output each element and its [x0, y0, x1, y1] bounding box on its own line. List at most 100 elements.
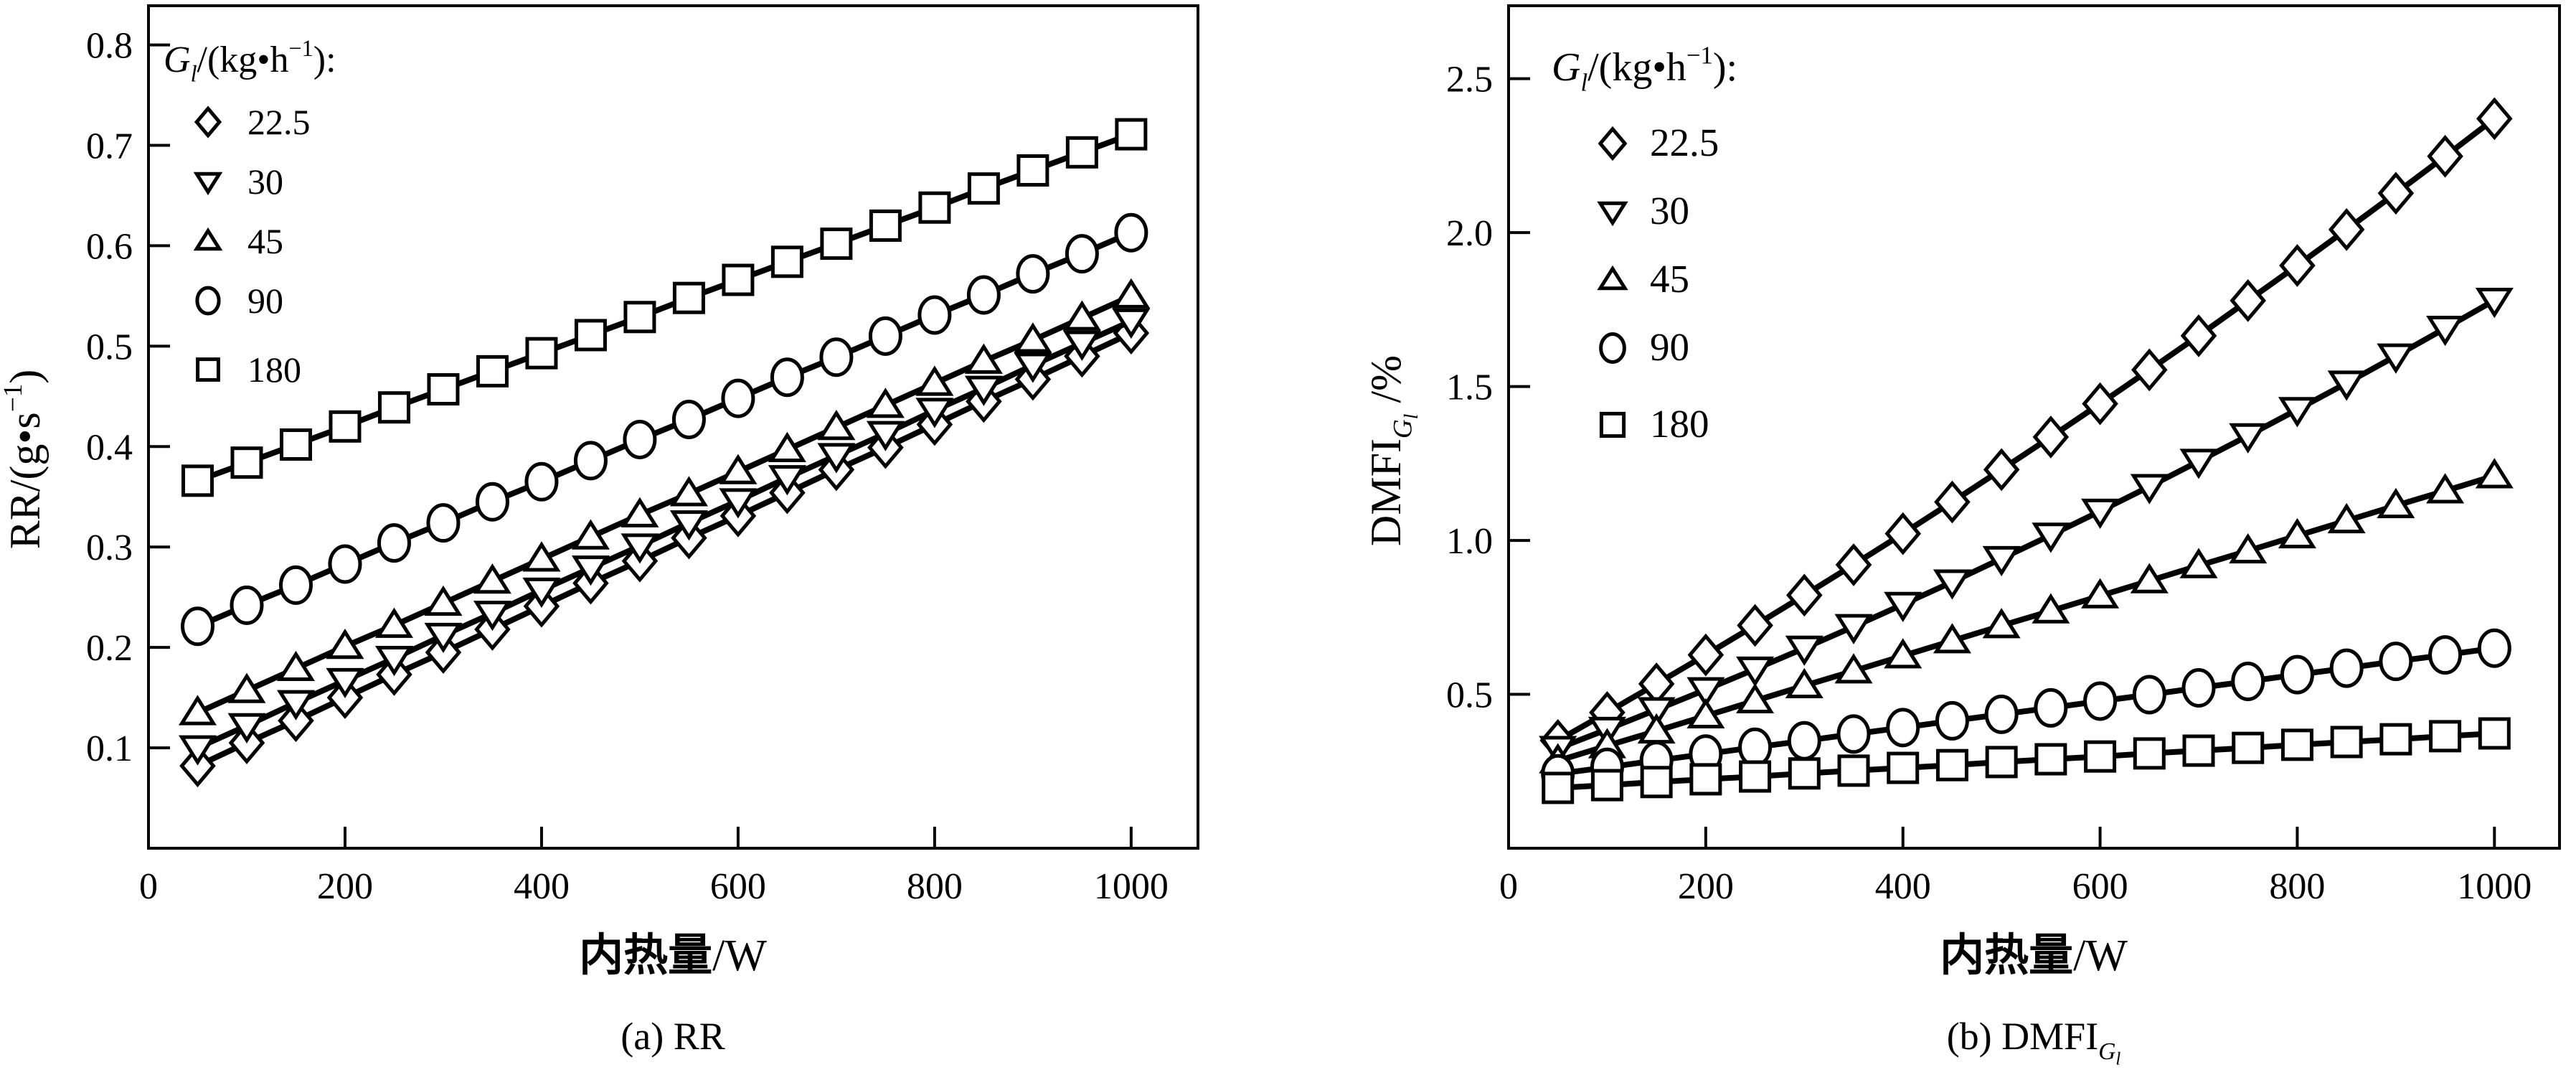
triangle-up-marker: [2377, 487, 2415, 519]
x-tick-label: 800: [907, 866, 963, 907]
triangle-down-marker: [2179, 449, 2218, 479]
circle-marker: [1886, 708, 1920, 748]
square-marker: [1788, 757, 1821, 790]
triangle-down-marker: [1112, 308, 1151, 339]
triangle-up-marker: [571, 519, 610, 550]
square-marker: [2330, 726, 2363, 759]
triangle-up-marker: [276, 650, 316, 682]
legend-item: 90: [1599, 325, 1689, 369]
triangle-up-marker: [2475, 458, 2514, 489]
triangle-down-marker: [1982, 545, 2021, 577]
square-marker: [2280, 728, 2313, 761]
legend-item-label: 45: [1650, 257, 1689, 301]
circle-marker: [770, 357, 804, 398]
square-marker: [2133, 737, 2166, 770]
legend-item: 22.5: [1598, 121, 1719, 164]
circle-marker: [1984, 694, 2019, 734]
y-tick-label: 0.2: [86, 628, 133, 669]
square-marker: [1640, 766, 1673, 799]
square-marker: [1016, 154, 1049, 187]
circle-marker: [475, 482, 509, 522]
triangle-up-marker: [473, 563, 511, 594]
square-marker: [181, 464, 214, 497]
circle-marker: [2428, 635, 2463, 675]
triangle-down-marker: [227, 713, 266, 743]
legend-item-label: 30: [247, 161, 283, 202]
triangle-down-marker: [1834, 614, 1873, 644]
x-tick-label: 0: [139, 866, 158, 907]
triangle-up-marker: [1112, 278, 1151, 309]
y-tick-label: 0.1: [86, 728, 133, 769]
diamond-marker: [2377, 172, 2415, 215]
triangle-up-marker: [1736, 682, 1775, 714]
diamond-marker: [2230, 279, 2266, 322]
triangle-down-marker: [621, 533, 659, 564]
y-axis-title: RR/(g•s−1): [0, 370, 49, 550]
square-marker: [722, 263, 755, 296]
triangle-up-marker: [2032, 593, 2070, 624]
triangle-up-marker: [1834, 653, 1873, 684]
square-marker: [2034, 743, 2067, 776]
triangle-up-marker: [374, 607, 413, 638]
triangle-up-marker: [1597, 265, 1628, 291]
legend-item: 22.5: [194, 102, 311, 142]
triangle-down-marker: [1686, 677, 1725, 708]
square-marker: [377, 391, 410, 424]
circle-marker: [721, 378, 755, 418]
triangle-down-marker: [1062, 330, 1101, 361]
diamond-marker: [194, 105, 222, 139]
diamond-marker: [179, 744, 216, 788]
y-tick-label: 2.5: [1446, 60, 1493, 100]
series-markers-45: [178, 278, 1151, 726]
legend-item-label: 22.5: [247, 102, 311, 142]
circle-marker: [573, 441, 608, 481]
diamond-marker: [2476, 97, 2513, 141]
y-tick-label: 0.6: [86, 226, 133, 267]
square-marker: [1739, 760, 1772, 793]
circle-marker: [1935, 700, 1969, 741]
square-marker: [2478, 717, 2511, 750]
triangle-up-marker: [719, 454, 758, 484]
x-tick-label: 400: [1875, 866, 1931, 907]
x-tick-label: 400: [514, 866, 570, 907]
circle-marker: [2379, 642, 2413, 682]
diamond-marker: [2180, 314, 2217, 357]
square-marker: [672, 281, 705, 314]
circle-marker: [426, 503, 461, 543]
triangle-up-marker: [1686, 698, 1725, 729]
square-marker: [196, 357, 220, 382]
x-tick-label: 1000: [1094, 866, 1169, 907]
triangle-up-marker: [1933, 623, 1971, 654]
triangle-up-marker: [178, 695, 217, 726]
triangle-down-marker: [768, 465, 806, 496]
legend-item: 45: [193, 221, 283, 261]
triangle-up-marker: [817, 410, 856, 441]
triangle-down-marker: [2081, 498, 2120, 530]
triangle-down-marker: [193, 172, 223, 196]
square-marker: [2429, 720, 2462, 753]
circle-marker: [2477, 628, 2511, 668]
diamond-marker: [1598, 126, 1628, 161]
triangle-up-marker: [866, 388, 905, 418]
circle-marker: [2034, 687, 2068, 728]
square-marker: [1542, 771, 1575, 804]
circle-marker: [524, 461, 559, 502]
triangle-down-marker: [374, 646, 413, 677]
x-tick-label: 800: [2269, 866, 2325, 907]
series-markers-90: [1541, 628, 2511, 794]
series-markers-90: [180, 212, 1148, 647]
square-marker: [1115, 118, 1148, 151]
x-tick-label: 200: [317, 866, 373, 907]
triangle-up-marker: [326, 629, 364, 659]
square-marker: [574, 319, 607, 352]
triangle-down-marker: [1884, 591, 1922, 622]
triangle-down-marker: [2032, 522, 2070, 553]
legend-item: 45: [1597, 257, 1689, 301]
triangle-down-marker: [2278, 397, 2316, 428]
triangle-up-marker: [522, 541, 561, 572]
legend: Gl/(kg•h−1): 22.5 30 45 90 180: [164, 35, 336, 390]
square-marker: [230, 446, 263, 479]
circle-marker: [2181, 668, 2216, 708]
circle-marker: [623, 419, 657, 459]
